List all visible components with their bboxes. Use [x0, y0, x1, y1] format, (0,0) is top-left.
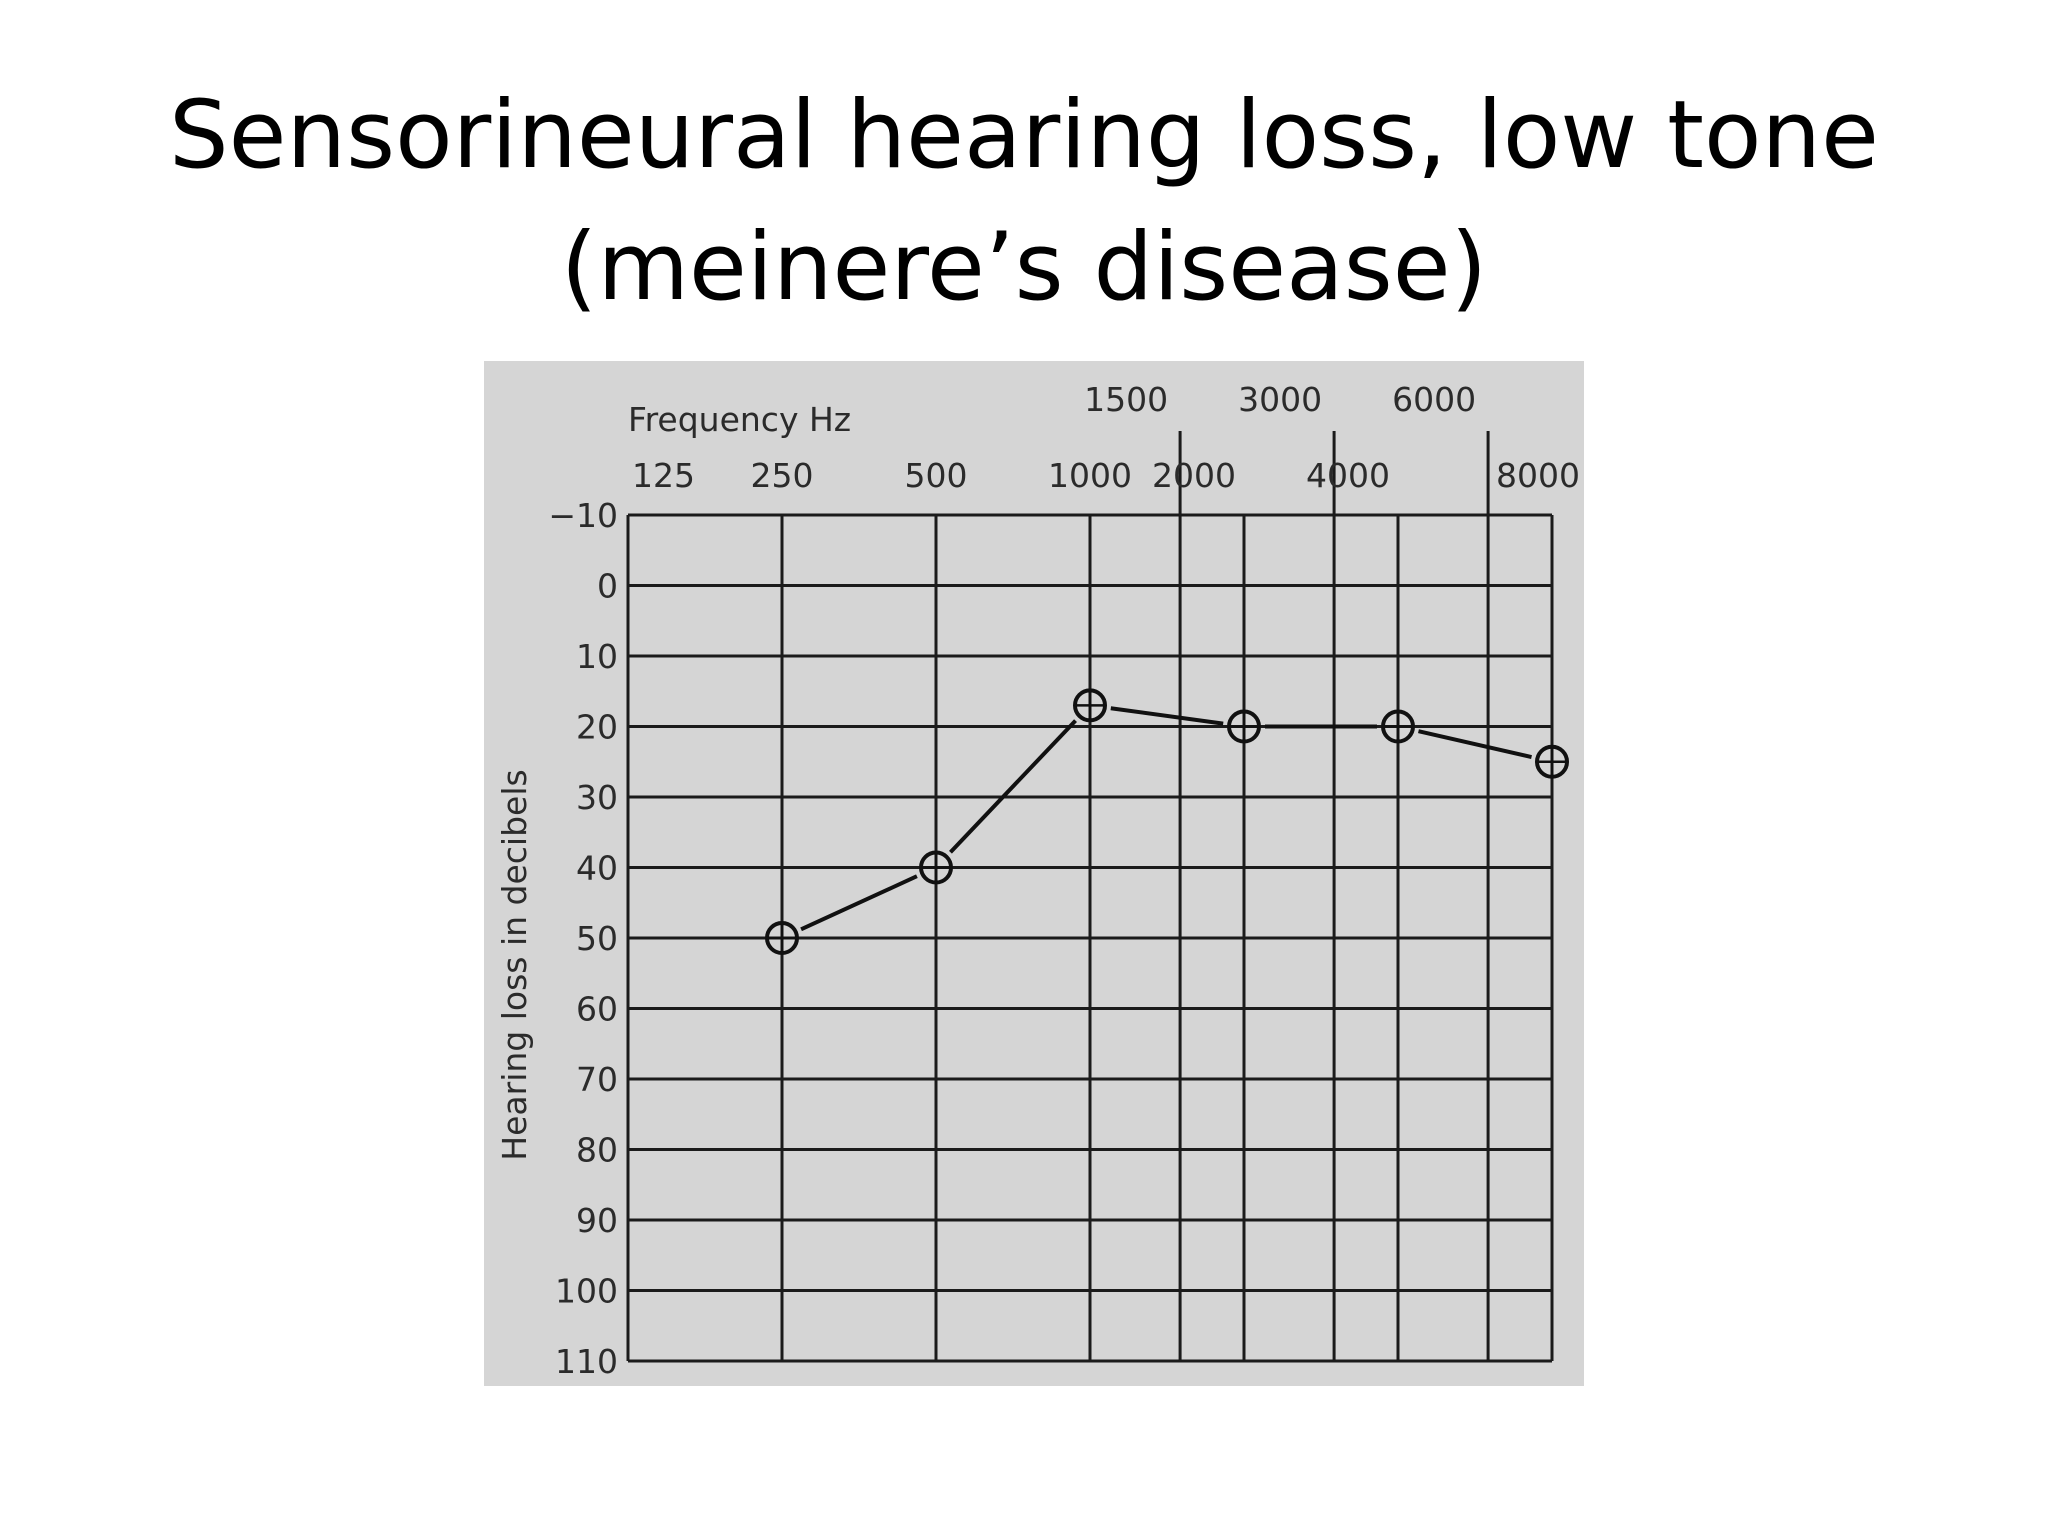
tick-labels: −10 0 10 20 30 40 50 60 70 80 90 100 110 125 250 500 100…	[548, 380, 1580, 1381]
x-tick-label-upper: 3000	[1238, 380, 1322, 419]
series-segment	[800, 874, 918, 932]
y-tick-label: 10	[576, 637, 618, 676]
y-tick-label: 80	[576, 1131, 618, 1170]
grid	[626, 431, 1554, 1363]
x-tick-label: 500	[905, 456, 968, 495]
series	[765, 688, 1569, 955]
y-tick-label: 50	[576, 919, 618, 958]
x-tick-label-upper: 6000	[1392, 380, 1476, 419]
y-axis-title: Hearing loss in decibels	[495, 769, 534, 1160]
audiogram-chart: −10 0 10 20 30 40 50 60 70 80 90 100 110 125 250 500 100…	[484, 361, 1584, 1386]
series-segment	[1418, 729, 1532, 760]
slide-title-line-2: (meinere’s disease)	[560, 213, 1488, 322]
x-tick-label: 8000	[1496, 456, 1580, 495]
x-tick-label: 250	[751, 456, 814, 495]
series-segment	[1110, 706, 1224, 726]
y-tick-label: −10	[548, 496, 618, 535]
y-tick-label: 0	[597, 567, 618, 606]
x-tick-label: 2000	[1152, 456, 1236, 495]
y-tick-label: 90	[576, 1201, 618, 1240]
y-tick-label: 110	[555, 1342, 618, 1381]
series-segment	[949, 719, 1077, 854]
x-tick-label: 4000	[1306, 456, 1390, 495]
y-tick-label: 30	[576, 778, 618, 817]
y-tick-label: 20	[576, 708, 618, 747]
x-axis-title: Frequency Hz	[628, 400, 851, 439]
y-tick-label: 100	[555, 1272, 618, 1311]
y-tick-label: 40	[576, 849, 618, 888]
y-tick-label: 70	[576, 1060, 618, 1099]
x-tick-label: 1000	[1048, 456, 1132, 495]
slide-title-line-1: Sensorineural hearing loss, low tone	[169, 81, 1879, 190]
x-tick-label-upper: 1500	[1084, 380, 1168, 419]
x-tick-label: 125	[632, 456, 695, 495]
slide-title: Sensorineural hearing loss, low tone (me…	[0, 70, 2048, 334]
audiogram-svg: −10 0 10 20 30 40 50 60 70 80 90 100 110 125 250 500 100…	[495, 380, 1580, 1381]
y-tick-label: 60	[576, 990, 618, 1029]
